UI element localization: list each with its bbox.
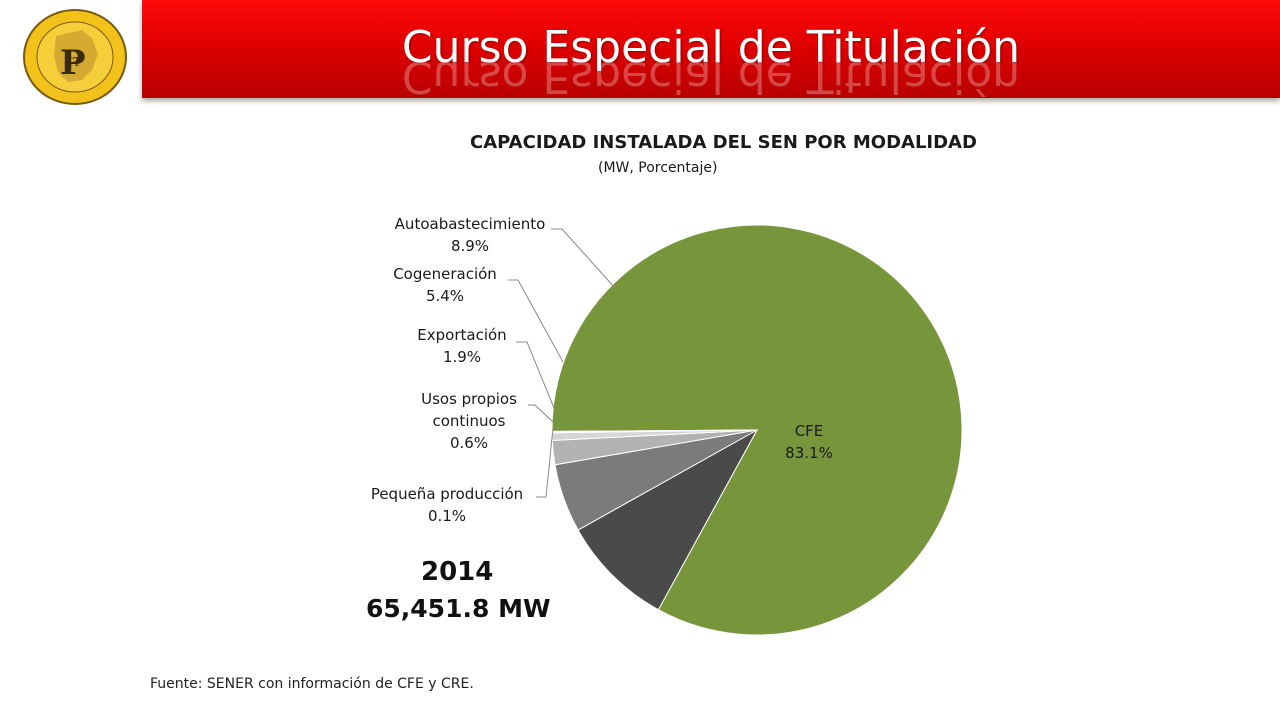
chart-year: 2014 bbox=[421, 557, 494, 587]
chart-subtitle: (MW, Porcentaje) bbox=[598, 160, 718, 176]
svg-text:IT: IT bbox=[68, 55, 81, 69]
leader-line-cogeneracion bbox=[508, 279, 564, 363]
pie-slice-pequena-produccion bbox=[551, 429, 758, 434]
slice-label-pequena-produccion: Pequeña producción 0.1% bbox=[371, 485, 523, 525]
leader-line-pequena-produccion bbox=[536, 427, 554, 498]
leader-line-exportacion bbox=[516, 341, 555, 409]
page-title: Curso Especial de Titulación bbox=[401, 22, 1021, 73]
slice-label-exportacion: Exportación 1.9% bbox=[417, 326, 506, 366]
leader-line-autoabastecimiento bbox=[551, 228, 616, 289]
slice-label-cogeneracion: Cogeneración 5.4% bbox=[393, 265, 497, 305]
chart-title: CAPACIDAD INSTALADA DEL SEN POR MODALIDA… bbox=[470, 132, 977, 153]
leader-line-usos-propios-continuos bbox=[528, 404, 554, 423]
svg-text:P: P bbox=[60, 43, 86, 83]
chart-total: 65,451.8 MW bbox=[366, 594, 551, 623]
slice-label-autoabastecimiento: Autoabastecimiento 8.9% bbox=[395, 215, 546, 255]
institute-logo: P IT bbox=[22, 8, 128, 106]
pie-slice-autoabastecimiento bbox=[577, 428, 759, 611]
slice-label-cfe: CFE 83.1% bbox=[785, 422, 833, 462]
title-banner: Curso Especial de Titulación Curso Espec… bbox=[142, 0, 1280, 98]
slice-label-usos-propios-continuos: Usos propios continuos 0.6% bbox=[421, 390, 517, 452]
source-note: Fuente: SENER con información de CFE y C… bbox=[150, 676, 474, 692]
